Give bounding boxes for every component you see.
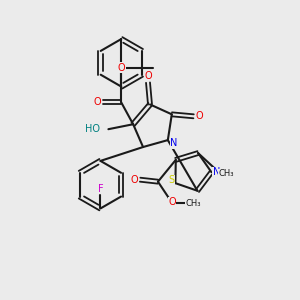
Text: O: O (118, 63, 125, 73)
Text: N: N (213, 167, 220, 177)
Text: CH₃: CH₃ (186, 199, 201, 208)
Text: O: O (144, 71, 152, 81)
Text: HO: HO (85, 124, 100, 134)
Text: CH₃: CH₃ (219, 169, 234, 178)
Text: O: O (94, 98, 101, 107)
Text: F: F (98, 184, 103, 194)
Text: S: S (168, 175, 175, 185)
Text: N: N (170, 138, 178, 148)
Text: O: O (130, 175, 138, 185)
Text: O: O (196, 111, 203, 121)
Text: O: O (168, 197, 176, 208)
